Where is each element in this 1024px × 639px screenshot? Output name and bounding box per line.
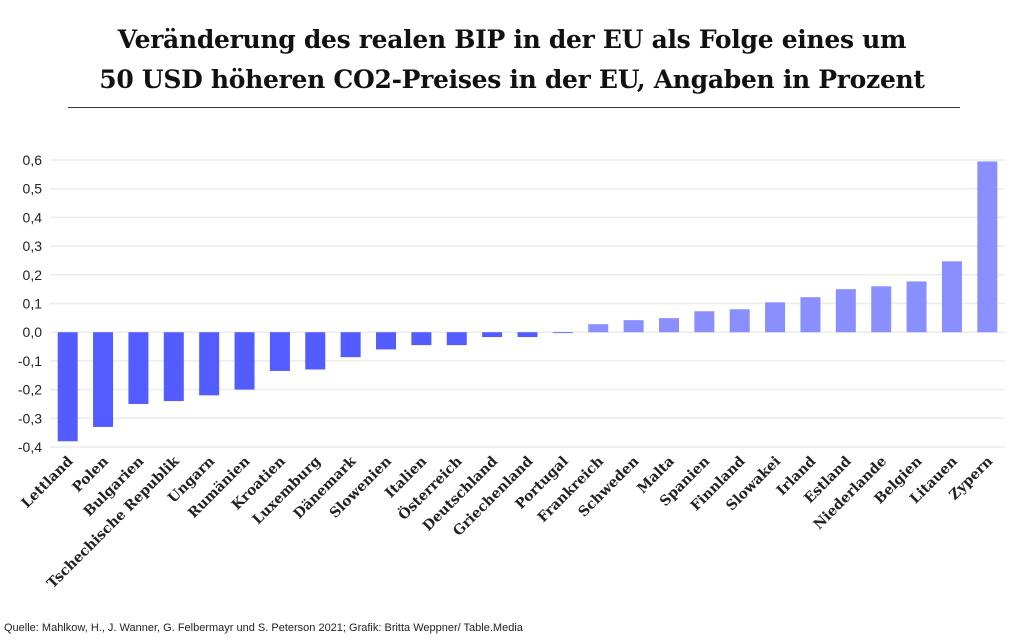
bar [729, 309, 750, 333]
bar [800, 297, 821, 333]
bar [305, 332, 326, 370]
source-note: Quelle: Mahlkow, H., J. Wanner, G. Felbe… [4, 622, 523, 634]
bar [163, 332, 184, 402]
x-tick-label: Lettland [18, 453, 76, 511]
bar [765, 302, 786, 333]
y-tick-label: 0,3 [23, 238, 43, 254]
y-tick-label: 0,5 [23, 181, 43, 197]
bar [446, 332, 467, 346]
bar [482, 332, 503, 338]
y-tick-label: -0,4 [18, 439, 42, 455]
bar [128, 332, 149, 404]
title-line-2: 50 USD höheren CO2-Preises in der EU, An… [99, 65, 925, 94]
bar [871, 286, 892, 333]
bar [588, 324, 609, 333]
bar [57, 332, 78, 442]
bar [906, 281, 927, 333]
bar [340, 332, 361, 358]
title-divider [68, 107, 960, 108]
bar [199, 332, 220, 396]
bar [623, 320, 644, 333]
y-tick-label: -0,1 [18, 353, 42, 369]
bar [941, 261, 962, 333]
y-tick-label: 0,1 [23, 296, 43, 312]
bar [552, 332, 573, 334]
title-line-1: Veränderung des realen BIP in der EU als… [117, 25, 907, 54]
bar [93, 332, 114, 427]
y-tick-label: -0,2 [18, 382, 42, 398]
bar [694, 311, 715, 333]
bar [376, 332, 397, 350]
bar [411, 332, 432, 346]
y-tick-label: 0,6 [23, 152, 43, 168]
y-tick-label: -0,3 [18, 410, 42, 426]
y-tick-label: 0,0 [23, 324, 43, 340]
bar [977, 161, 998, 333]
y-tick-label: 0,2 [23, 267, 43, 283]
bar [658, 318, 679, 333]
bar [234, 332, 255, 390]
bar [269, 332, 290, 371]
chart-title: Veränderung des realen BIP in der EU als… [0, 20, 1024, 100]
y-tick-label: 0,4 [23, 209, 43, 225]
bar [835, 289, 856, 333]
bar [517, 332, 538, 338]
